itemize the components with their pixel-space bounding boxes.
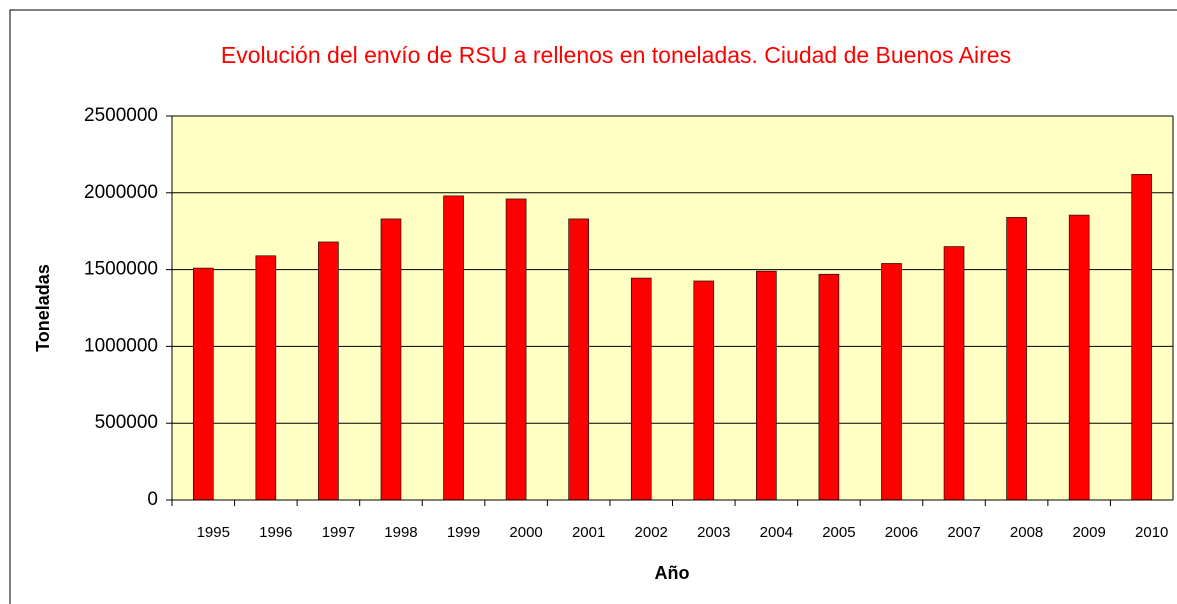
bar <box>756 270 777 501</box>
x-tick-label: 2009 <box>1072 524 1105 541</box>
x-tick-label: 2006 <box>885 524 918 541</box>
bar <box>943 246 965 501</box>
y-tick-label: 0 <box>147 489 158 510</box>
bar <box>693 280 715 501</box>
bar <box>818 273 840 501</box>
x-tick-label: 1997 <box>322 524 355 541</box>
x-tick-label: 2004 <box>760 524 793 541</box>
y-axis-title: Toneladas <box>33 264 53 352</box>
bar <box>630 277 652 501</box>
bar <box>1006 217 1027 501</box>
x-tick-label: 2007 <box>947 524 980 541</box>
x-tick-label: 1995 <box>197 524 230 541</box>
x-tick-label: 2000 <box>509 524 542 541</box>
x-tick-label: 2005 <box>822 524 855 541</box>
x-axis-title: Año <box>655 563 690 583</box>
y-tick-label: 500000 <box>95 412 158 433</box>
chart-title: Evolución del envío de RSU a rellenos en… <box>221 42 1011 68</box>
bar <box>1131 174 1153 501</box>
bar <box>380 218 402 501</box>
y-tick-label: 1000000 <box>84 335 158 356</box>
x-tick-label: 1996 <box>259 524 292 541</box>
bar <box>192 267 214 501</box>
y-tick-label: 1500000 <box>84 259 158 280</box>
bar <box>443 195 464 501</box>
y-tick-label: 2000000 <box>84 182 158 203</box>
x-tick-label: 2010 <box>1135 524 1168 541</box>
bar <box>255 255 277 501</box>
x-tick-label: 2003 <box>697 524 730 541</box>
bar <box>1068 214 1090 501</box>
x-tick-label: 2008 <box>1010 524 1043 541</box>
bar <box>505 198 527 501</box>
x-tick-label: 1998 <box>384 524 417 541</box>
y-tick-label: 2500000 <box>84 105 158 126</box>
plot-area <box>172 116 1173 500</box>
bar <box>318 241 339 501</box>
bar <box>881 263 902 501</box>
x-tick-label: 1999 <box>447 524 480 541</box>
bar <box>568 218 589 501</box>
x-tick-label: 2002 <box>635 524 668 541</box>
x-tick-label: 2001 <box>572 524 605 541</box>
